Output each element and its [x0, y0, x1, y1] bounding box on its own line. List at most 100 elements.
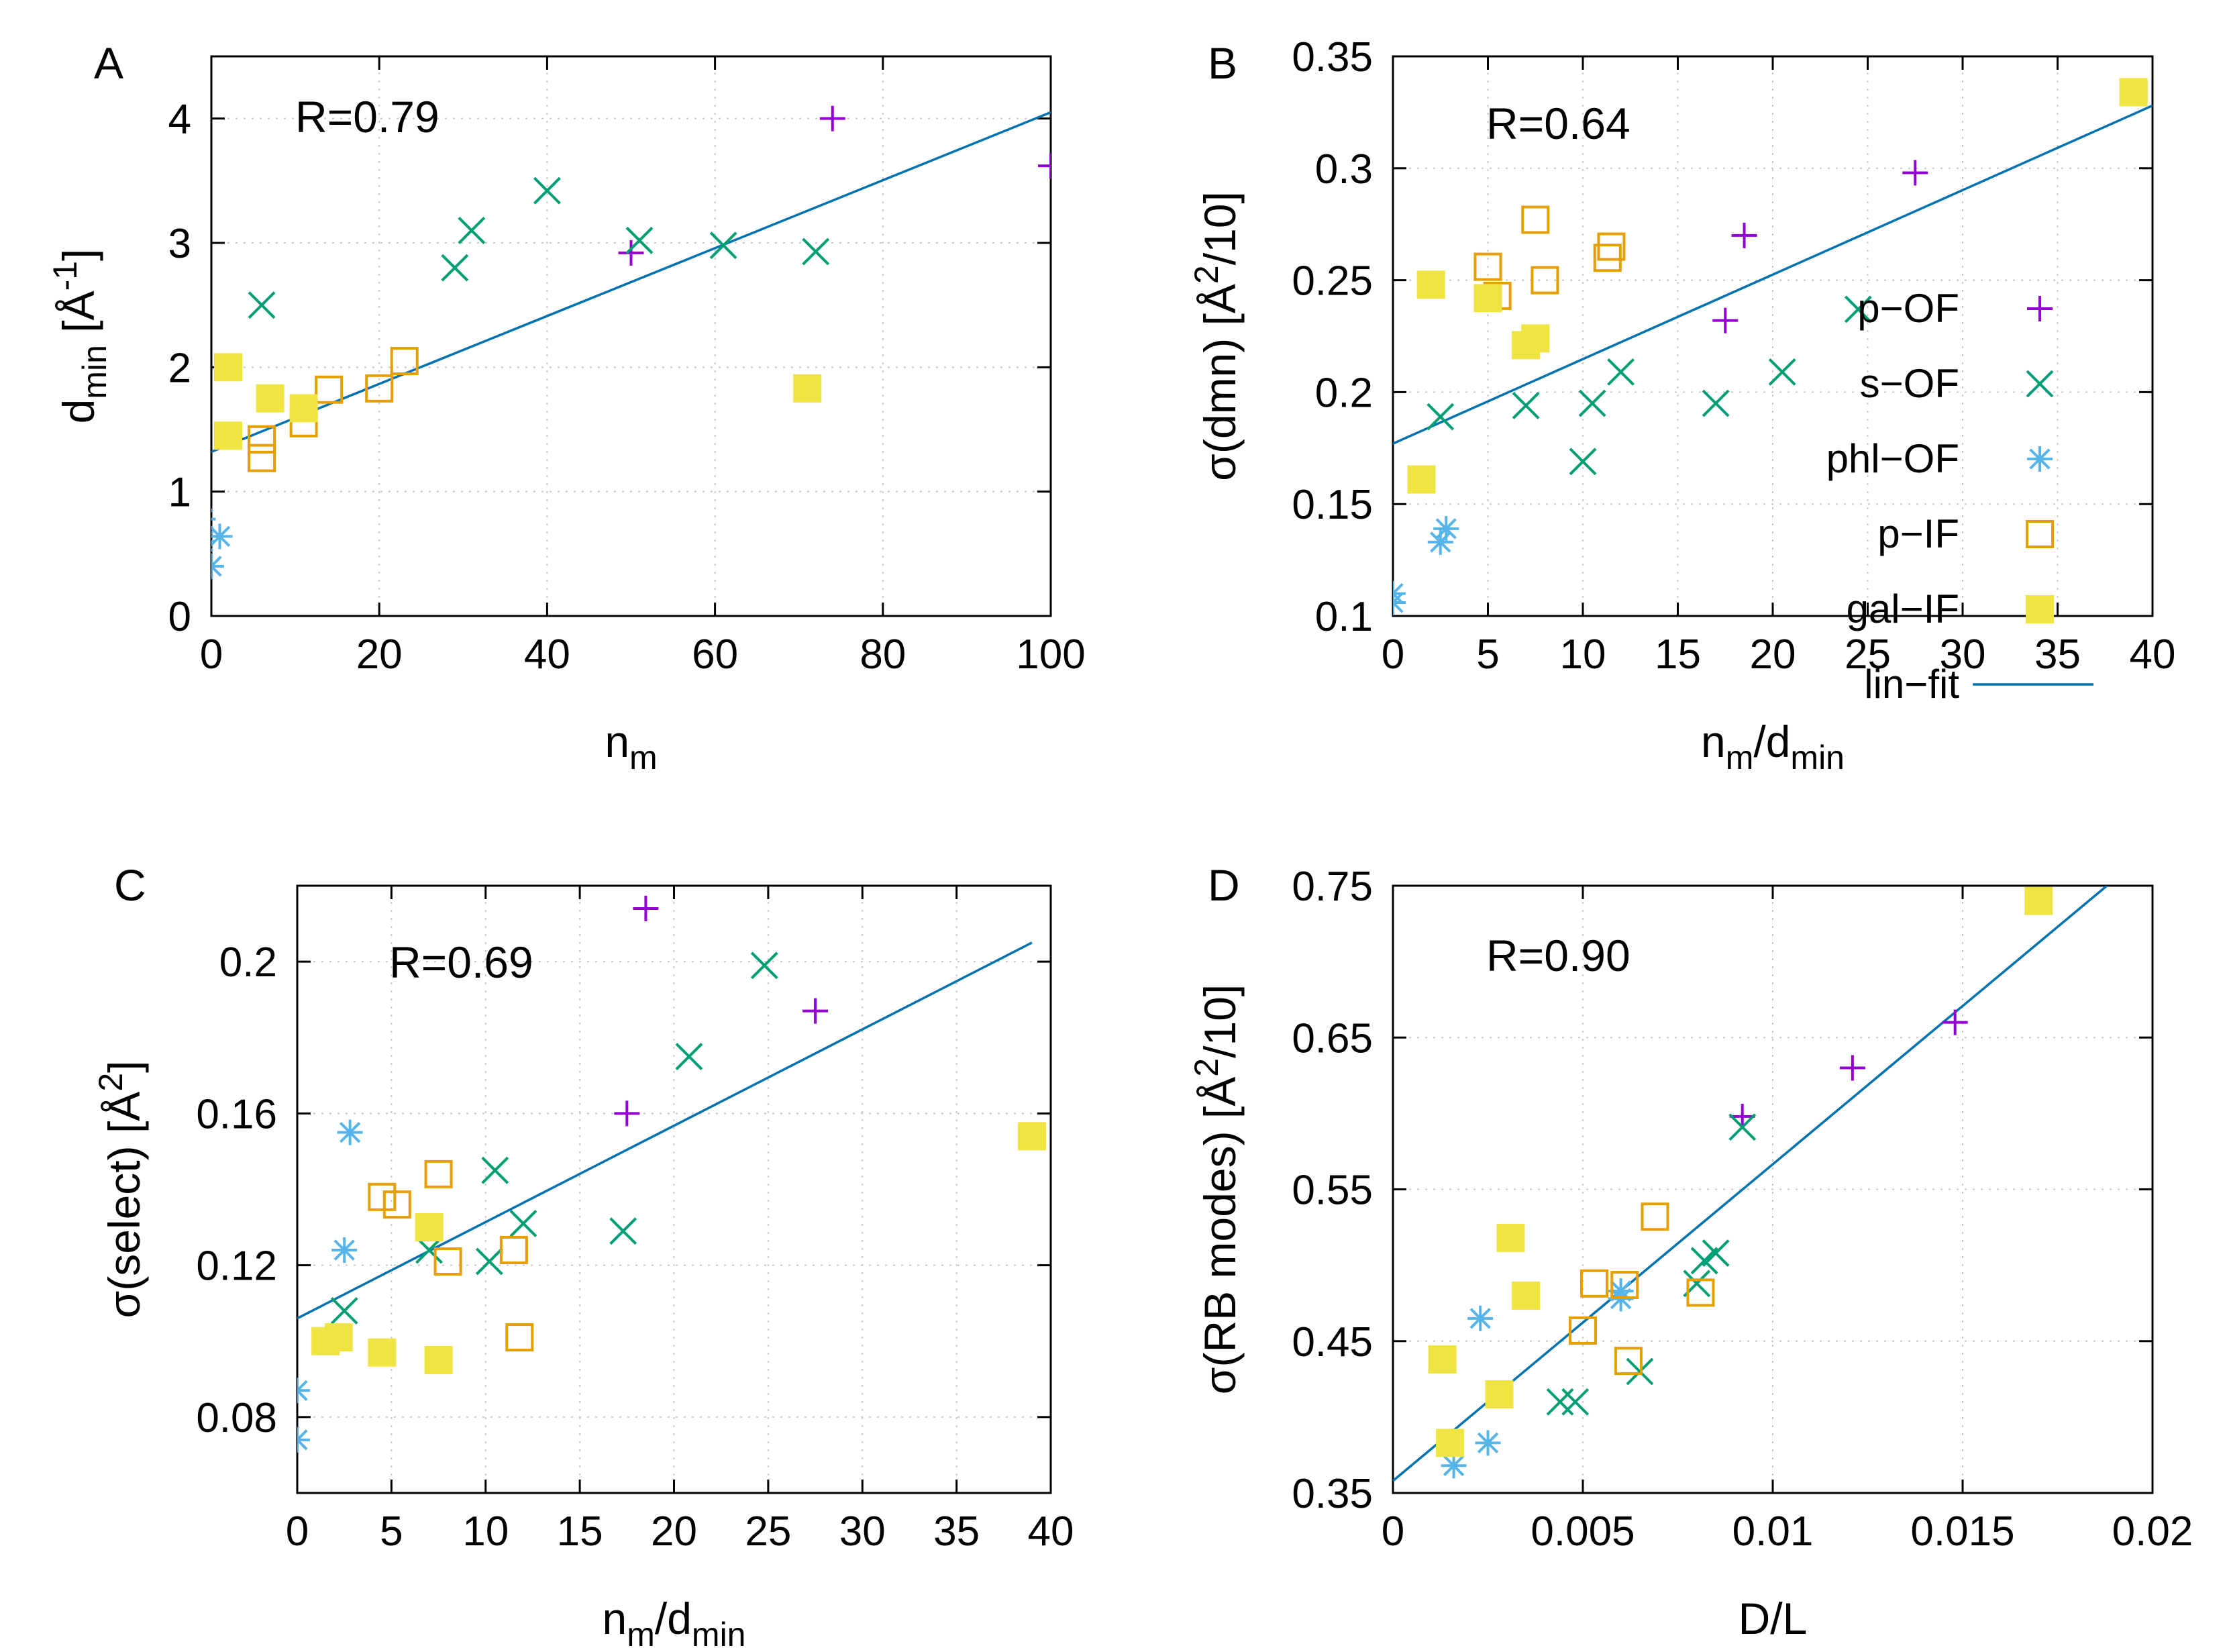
- point-p-IF: [1610, 1271, 1639, 1300]
- panel-letter: B: [1208, 38, 1237, 88]
- point-p-OF: [802, 998, 829, 1024]
- series-p-IF: [1569, 1202, 1715, 1376]
- point-phl-OF: [1441, 1453, 1467, 1479]
- grid: [1393, 886, 2153, 1493]
- point-p-IF: [1593, 244, 1622, 272]
- x-tick-label: 10: [462, 1508, 509, 1555]
- y-tick-label: 0.16: [196, 1091, 277, 1137]
- y-tick-label: 0.15: [1292, 482, 1373, 528]
- x-axis-label: nm: [605, 717, 657, 776]
- fit-line: [297, 941, 1033, 1320]
- point-gal-IF: [793, 374, 822, 403]
- point-gal-IF: [1435, 1429, 1464, 1457]
- x-tick-label: 30: [1940, 631, 1986, 678]
- point-p-IF: [390, 347, 419, 376]
- point-s-OF: [750, 951, 778, 980]
- series-gal-IF: [1407, 78, 2148, 494]
- point-p-IF: [1641, 1202, 1669, 1231]
- y-axis-label: dmin [Å-1]: [46, 249, 113, 424]
- x-tick-label: 30: [839, 1508, 886, 1555]
- point-gal-IF: [324, 1323, 353, 1352]
- point-s-OF: [1427, 403, 1455, 431]
- x-tick-label: 0: [286, 1508, 309, 1555]
- legend-item-p-IF: p−IF: [1877, 511, 2054, 556]
- legend-label: phl−OF: [1826, 436, 1959, 481]
- legend-marker: [2026, 520, 2054, 548]
- point-gal-IF: [1512, 331, 1541, 360]
- point-p-IF: [248, 444, 276, 472]
- data-layer: [297, 895, 1046, 1453]
- point-phl-OF: [1393, 589, 1406, 615]
- point-p-IF: [505, 1323, 534, 1352]
- panel-c: 0 5 10 15 20 25 30 35 40 0.08 0.12 0.16 0.2 nm/dmin σ(…: [92, 860, 1074, 1652]
- point-s-OF: [1728, 1113, 1757, 1141]
- x-axis-label: nm/dmin: [603, 1594, 746, 1652]
- point-p-OF: [1729, 1103, 1755, 1129]
- panel-b: 0 5 10 15 20 25 30 35 40 0.1 0.15 0.2 0.25 0.3 0.35 nm/…: [1188, 34, 2175, 776]
- point-gal-IF: [1407, 465, 1436, 494]
- series-p-IF: [248, 347, 419, 472]
- legend-item-gal-IF: gal−IF: [1847, 586, 2054, 631]
- y-axis-label: σ(dmn) [Å2/10]: [1188, 191, 1245, 481]
- point-p-IF: [1473, 252, 1502, 281]
- point-p-IF: [433, 1247, 462, 1276]
- series-s-OF: [1546, 1113, 1757, 1416]
- y-tick-label: 2: [168, 345, 191, 391]
- correlation-label: R=0.79: [295, 92, 439, 142]
- data-layer: [211, 105, 1051, 579]
- y-tick-label: 0.45: [1292, 1319, 1373, 1365]
- y-tick-label: 0.1: [1315, 594, 1373, 640]
- series-gal-IF: [311, 1122, 1046, 1375]
- point-s-OF: [1702, 1239, 1730, 1267]
- point-s-OF: [802, 238, 830, 266]
- y-tick-label: 4: [168, 97, 191, 143]
- x-tick-label: 0.01: [1732, 1508, 1814, 1555]
- legend-item-s-OF: s−OF: [1860, 361, 2054, 406]
- fit-line: [211, 111, 1051, 453]
- point-phl-OF: [211, 553, 224, 579]
- point-p-IF: [315, 375, 344, 404]
- data-layer: [1393, 886, 2108, 1482]
- point-gal-IF: [1512, 1281, 1541, 1310]
- point-p-OF: [614, 1100, 640, 1127]
- point-phl-OF: [211, 531, 216, 552]
- point-p-IF: [1521, 205, 1550, 234]
- x-tick-label: 0.02: [2112, 1508, 2193, 1555]
- x-axis-label: nm/dmin: [1701, 717, 1845, 776]
- x-tick-label: 20: [356, 631, 403, 678]
- x-tick-label: 40: [524, 631, 570, 678]
- point-p-IF: [382, 1190, 411, 1219]
- point-s-OF: [330, 1297, 358, 1325]
- point-p-IF: [1686, 1278, 1715, 1307]
- point-gal-IF: [214, 421, 243, 450]
- point-s-OF: [1626, 1357, 1654, 1386]
- series-gal-IF: [214, 353, 822, 450]
- x-tick-label: 5: [380, 1508, 403, 1555]
- point-s-OF: [609, 1217, 637, 1245]
- point-s-OF: [709, 231, 737, 260]
- y-tick-label: 0.3: [1315, 146, 1373, 193]
- point-p-OF: [1839, 1055, 1865, 1081]
- series-s-OF: [248, 176, 830, 319]
- point-gal-IF: [1485, 1380, 1514, 1408]
- point-p-OF: [618, 240, 644, 266]
- point-s-OF: [248, 291, 276, 319]
- legend-marker: [2027, 446, 2053, 472]
- point-gal-IF: [2119, 78, 2148, 107]
- x-tick-label: 60: [692, 631, 738, 678]
- point-phl-OF: [1475, 1430, 1501, 1456]
- point-p-OF: [1902, 160, 1928, 186]
- x-tick-label: 10: [1560, 631, 1606, 678]
- series-p-OF: [1712, 160, 1928, 333]
- x-tick-label: 40: [1028, 1508, 1074, 1555]
- y-tick-label: 0.55: [1292, 1168, 1373, 1214]
- point-p-IF: [499, 1236, 528, 1264]
- series-phl-OF: [297, 1119, 363, 1453]
- point-phl-OF: [297, 1378, 310, 1404]
- legend-label: s−OF: [1860, 361, 1959, 406]
- point-s-OF: [1578, 389, 1606, 417]
- x-tick-label: 80: [860, 631, 906, 678]
- series-p-OF: [1729, 1009, 1968, 1129]
- point-gal-IF: [1416, 270, 1445, 299]
